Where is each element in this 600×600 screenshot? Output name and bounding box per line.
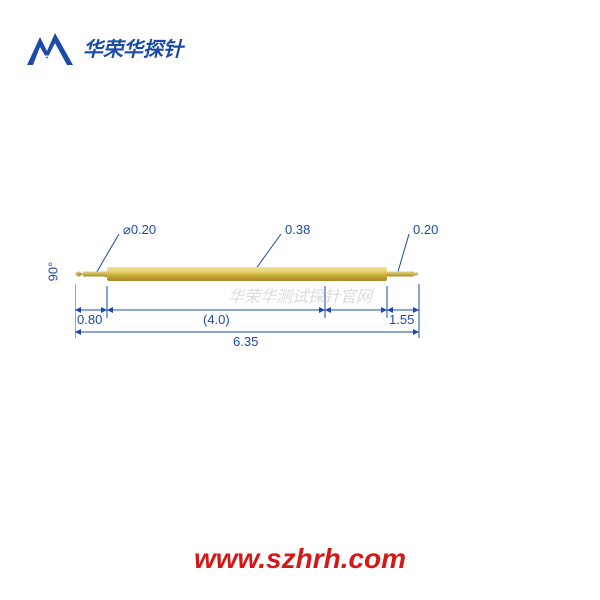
probe-shape xyxy=(75,266,419,290)
dim-seg-left: 0.80 xyxy=(77,312,102,327)
brand-logo: HRH 华荣华探针 xyxy=(25,25,183,70)
dim-total: 6.35 xyxy=(233,334,258,349)
logo-text: 华荣华探针 xyxy=(83,33,183,62)
dim-seg-mid: (4.0) xyxy=(203,312,230,327)
dim-angle: 90° xyxy=(45,262,60,282)
dim-seg-right: 1.55 xyxy=(389,312,414,327)
logo-mark-icon: HRH xyxy=(25,25,75,70)
probe-diagram: ⌀0.20 0.38 0.20 90° xyxy=(75,210,525,370)
dim-tip-dia-left: ⌀0.20 xyxy=(123,222,156,238)
dim-tip-dia-right: 0.20 xyxy=(413,222,438,237)
dim-body-dia: 0.38 xyxy=(285,222,310,237)
footer-url: www.szhrh.com xyxy=(0,543,600,575)
svg-text:HRH: HRH xyxy=(35,54,60,66)
